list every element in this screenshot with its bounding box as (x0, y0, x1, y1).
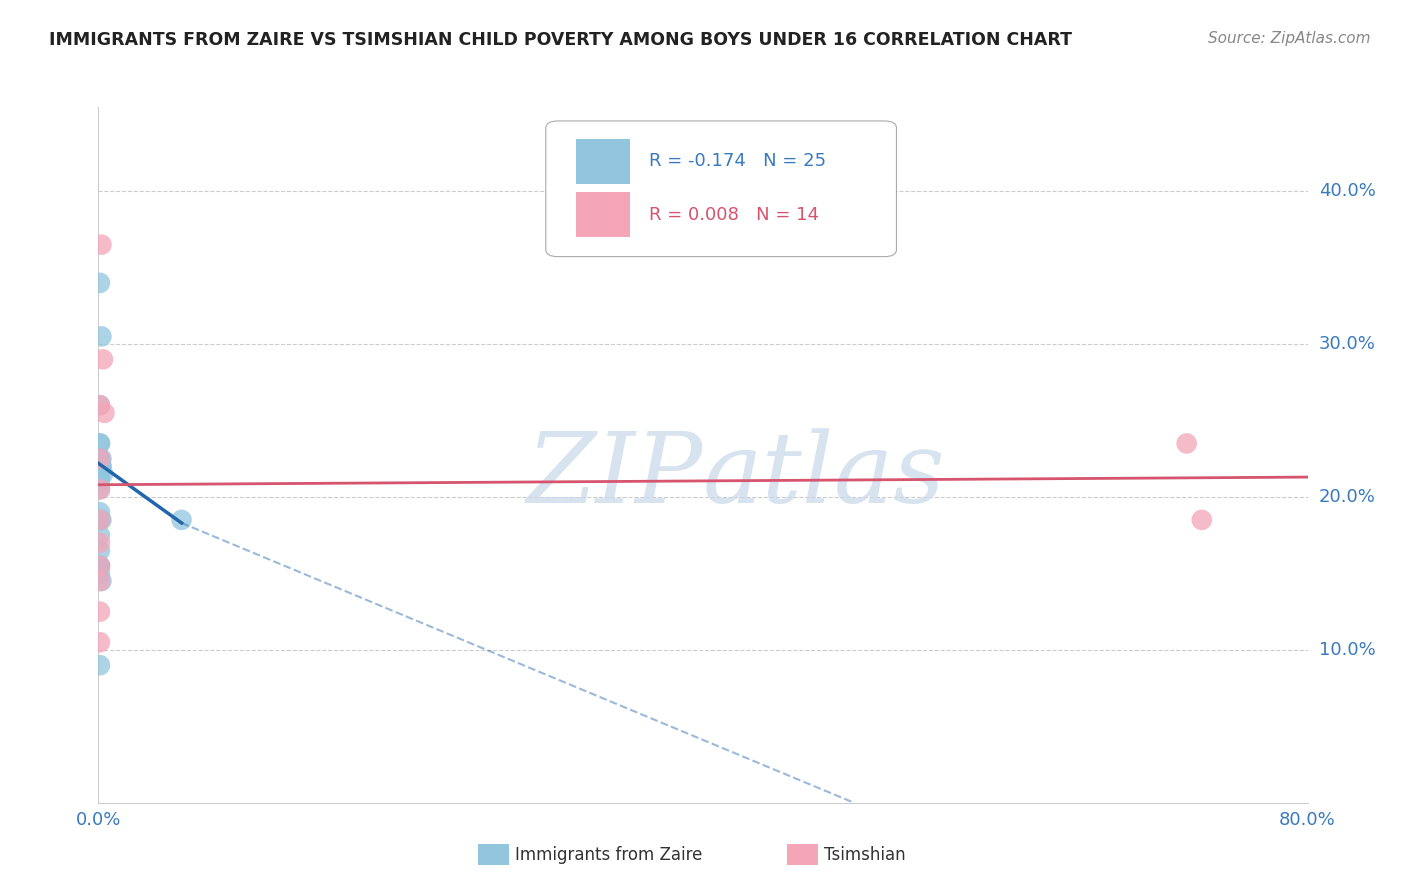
Point (89, 398, 111, 412)
Text: 20.0%: 20.0% (1319, 488, 1375, 506)
Point (89, 574, 111, 588)
Point (89, 505, 111, 519)
Point (89, 605, 111, 619)
FancyBboxPatch shape (576, 138, 630, 184)
Point (89, 483, 111, 497)
Point (89, 558, 111, 573)
Text: IMMIGRANTS FROM ZAIRE VS TSIMSHIAN CHILD POVERTY AMONG BOYS UNDER 16 CORRELATION: IMMIGRANTS FROM ZAIRE VS TSIMSHIAN CHILD… (49, 31, 1073, 49)
Point (89, 543, 111, 558)
Text: 40.0%: 40.0% (1319, 182, 1375, 200)
Point (90, 451, 112, 466)
Point (89, 436, 111, 450)
Point (90, 574, 112, 588)
Text: ZIP: ZIP (527, 428, 703, 524)
Point (89, 398, 111, 412)
Point (90, 237, 112, 252)
Point (93, 406, 115, 420)
Text: 30.0%: 30.0% (1319, 335, 1375, 353)
Text: Source: ZipAtlas.com: Source: ZipAtlas.com (1208, 31, 1371, 46)
Point (90, 513, 112, 527)
Text: Immigrants from Zaire: Immigrants from Zaire (515, 846, 702, 863)
FancyBboxPatch shape (576, 193, 630, 237)
Point (1191, 513, 1213, 527)
Point (89, 513, 111, 527)
Text: Tsimshian: Tsimshian (824, 846, 905, 863)
Point (89, 467, 111, 481)
Point (89, 528, 111, 542)
Point (89, 276, 111, 290)
Text: R = 0.008   N = 14: R = 0.008 N = 14 (648, 206, 818, 224)
Point (89, 536, 111, 550)
Point (90, 459, 112, 474)
Point (1175, 436, 1198, 450)
Point (89, 558, 111, 573)
Point (91, 352, 114, 367)
Point (89, 451, 111, 466)
Point (90, 459, 112, 474)
Text: 10.0%: 10.0% (1319, 640, 1375, 659)
Point (89, 558, 111, 573)
Text: R = -0.174   N = 25: R = -0.174 N = 25 (648, 153, 825, 170)
Point (90, 329, 112, 343)
Point (89, 459, 111, 474)
Point (89, 635, 111, 649)
FancyBboxPatch shape (546, 121, 897, 257)
Point (89, 436, 111, 450)
Point (91, 467, 114, 481)
Text: atlas: atlas (703, 428, 946, 524)
Point (89, 451, 111, 466)
Point (89, 483, 111, 497)
Point (170, 513, 193, 527)
Point (89, 475, 111, 489)
Point (89, 566, 111, 581)
Point (89, 513, 111, 527)
Point (89, 658, 111, 673)
